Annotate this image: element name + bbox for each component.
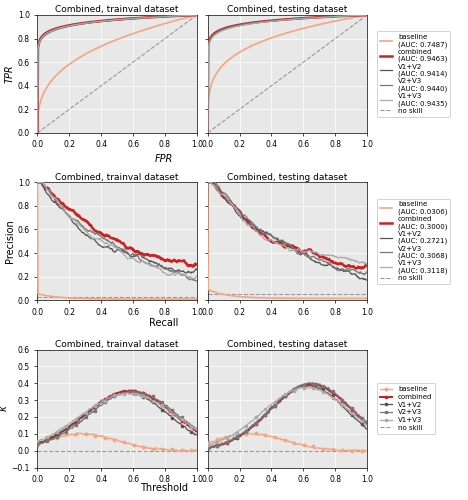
Text: Recall: Recall [149, 318, 178, 328]
Title: Combined, testing dataset: Combined, testing dataset [227, 340, 348, 349]
Title: Combined, trainval dataset: Combined, trainval dataset [55, 340, 179, 349]
Title: Combined, testing dataset: Combined, testing dataset [227, 5, 348, 14]
Legend: baseline
(AUC: 0.7487), combined
(AUC: 0.9463), V1+V2
(AUC: 0.9414), V2+V3
(AUC:: baseline (AUC: 0.7487), combined (AUC: 0… [377, 32, 450, 116]
Y-axis label: κ: κ [0, 406, 8, 411]
Legend: baseline
(AUC: 0.0306), combined
(AUC: 0.3000), V1+V2
(AUC: 0.2721), V2+V3
(AUC:: baseline (AUC: 0.0306), combined (AUC: 0… [377, 198, 450, 284]
Title: Combined, trainval dataset: Combined, trainval dataset [55, 172, 179, 182]
Text: FPR: FPR [155, 154, 173, 164]
Title: Combined, testing dataset: Combined, testing dataset [227, 172, 348, 182]
Y-axis label: TPR: TPR [5, 64, 15, 83]
Y-axis label: Precision: Precision [5, 220, 15, 263]
Text: Threshold: Threshold [140, 483, 188, 493]
Legend: baseline, combined, V1+V2, V2+V3, V1+V3, no skill: baseline, combined, V1+V2, V2+V3, V1+V3,… [377, 384, 435, 434]
Title: Combined, trainval dataset: Combined, trainval dataset [55, 5, 179, 14]
